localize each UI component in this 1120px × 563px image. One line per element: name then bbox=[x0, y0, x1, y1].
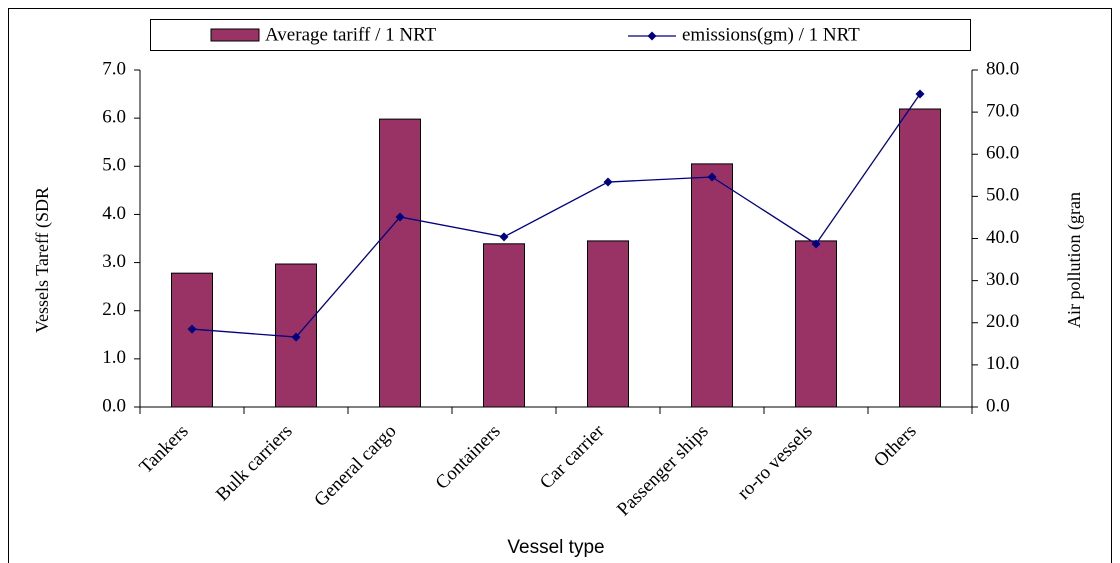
y-tick-label: 0.0 bbox=[102, 395, 126, 416]
x-tick-label: General cargo bbox=[310, 421, 400, 511]
bar bbox=[899, 108, 941, 408]
line-marker bbox=[187, 324, 197, 334]
y-axis-label: Vessels Tareff (SDR bbox=[32, 187, 53, 333]
legend-swatch bbox=[210, 28, 260, 42]
bar bbox=[587, 240, 629, 408]
y-tick-label: 1.0 bbox=[102, 347, 126, 368]
y-tick-label: 3.0 bbox=[102, 251, 126, 272]
chart-border bbox=[8, 8, 1112, 563]
y2-tick-label: 70.0 bbox=[986, 100, 1019, 121]
x-axis-label: Vessel type bbox=[507, 537, 604, 558]
x-tick-label: Tankers bbox=[135, 421, 192, 478]
y-tick-label: 6.0 bbox=[102, 107, 126, 128]
line-marker bbox=[395, 212, 405, 222]
y2-axis-label: Air pollution (gran bbox=[1064, 192, 1085, 328]
y-tick-label: 2.0 bbox=[102, 299, 126, 320]
legend-marker bbox=[647, 31, 657, 41]
x-tick-label: ro-ro vessels bbox=[733, 421, 816, 504]
y2-tick-label: 0.0 bbox=[986, 395, 1010, 416]
legend-label: Average tariff / 1 NRT bbox=[265, 24, 437, 45]
line-marker bbox=[499, 232, 509, 242]
y-tick-label: 5.0 bbox=[102, 155, 126, 176]
bar bbox=[483, 243, 525, 408]
y-tick-label: 4.0 bbox=[102, 203, 126, 224]
bar bbox=[691, 163, 733, 408]
x-tick-label: Bulk carriers bbox=[212, 421, 297, 506]
legend-label: emissions(gm) / 1 NRT bbox=[682, 24, 860, 45]
legend-box bbox=[150, 19, 971, 51]
bar bbox=[379, 118, 421, 408]
x-tick-label: Others bbox=[870, 421, 921, 472]
bar bbox=[171, 272, 213, 408]
y2-tick-label: 20.0 bbox=[986, 311, 1019, 332]
y2-tick-label: 30.0 bbox=[986, 269, 1019, 290]
x-tick-label: Passenger ships bbox=[613, 421, 713, 521]
x-tick-label: Containers bbox=[432, 421, 505, 494]
bar bbox=[795, 240, 837, 408]
y2-tick-label: 10.0 bbox=[986, 353, 1019, 374]
y2-tick-label: 80.0 bbox=[986, 58, 1019, 79]
line-marker bbox=[915, 89, 925, 99]
x-tick-label: Car carrier bbox=[536, 420, 609, 493]
line-marker bbox=[603, 177, 613, 187]
line-marker bbox=[291, 332, 301, 342]
line-marker bbox=[811, 239, 821, 249]
y2-tick-label: 40.0 bbox=[986, 227, 1019, 248]
y2-tick-label: 60.0 bbox=[986, 143, 1019, 164]
y-tick-label: 7.0 bbox=[102, 58, 126, 79]
line-marker bbox=[707, 172, 717, 182]
y2-tick-label: 50.0 bbox=[986, 185, 1019, 206]
line bbox=[191, 93, 921, 338]
